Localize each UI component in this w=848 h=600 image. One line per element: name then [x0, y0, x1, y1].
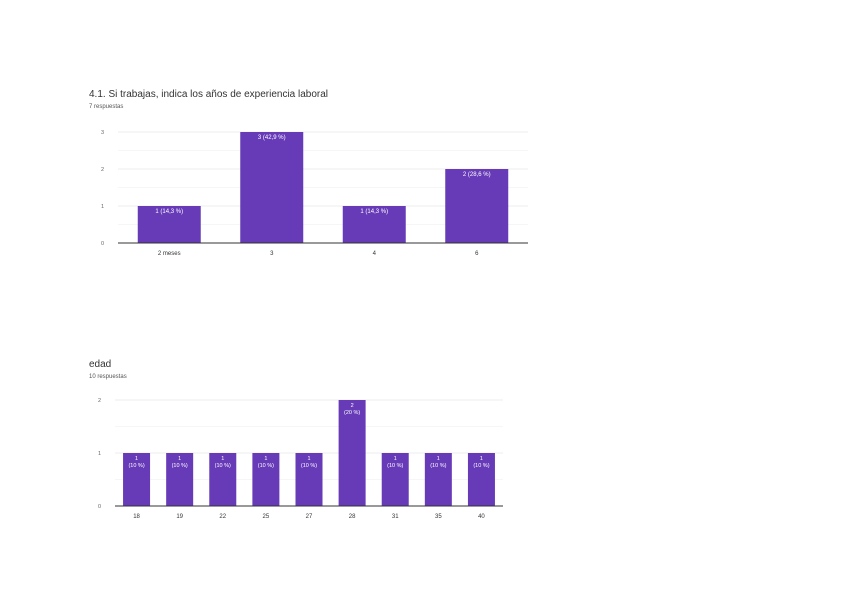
chart1-response-count: 7 respuestas [89, 104, 124, 110]
bar [166, 453, 194, 506]
bar [338, 400, 366, 506]
x-tick-label: 25 [263, 514, 270, 520]
bar-data-label: 1 [178, 456, 181, 462]
bar-data-label: 1 [394, 456, 397, 462]
bar-data-label: 3 (42,9 %) [258, 135, 286, 141]
bar-data-label: 1 [307, 456, 310, 462]
bar-data-label: (10 %) [172, 463, 188, 469]
bar-data-label: 1 (14,3 %) [360, 209, 388, 215]
x-tick-label: 27 [306, 514, 313, 520]
x-tick-label: 35 [435, 514, 442, 520]
bar [240, 132, 304, 243]
x-tick-label: 40 [478, 514, 485, 520]
bar-data-label: (10 %) [258, 463, 274, 469]
x-tick-label: 6 [475, 251, 479, 257]
bar-data-label: 2 [351, 403, 354, 409]
x-tick-label: 4 [373, 251, 377, 257]
chart2-title: edad [89, 359, 112, 370]
chart1-bar-chart: 0 1 2 3 1 (14,3 %) 2 meses 3 (42,9 %) 3 1 (14,3 … [101, 130, 528, 257]
bar [381, 453, 409, 506]
y-tick-label: 2 [98, 398, 101, 404]
bar-data-label: 1 [264, 456, 267, 462]
x-tick-label: 28 [349, 514, 356, 520]
y-tick-label: 0 [101, 241, 104, 247]
x-tick-label: 19 [176, 514, 183, 520]
bar-data-label: 1 (14,3 %) [155, 209, 183, 215]
bar-data-label: 1 [221, 456, 224, 462]
bar-data-label: (10 %) [387, 463, 403, 469]
bar [209, 453, 237, 506]
bar-data-label: (10 %) [215, 463, 231, 469]
bar-data-label: (10 %) [301, 463, 317, 469]
x-tick-label: 3 [270, 251, 274, 257]
x-tick-label: 31 [392, 514, 399, 520]
bar-data-label: 2 (28,6 %) [463, 172, 491, 178]
chart1-title: 4.1. Si trabajas, indica los años de exp… [89, 89, 329, 100]
x-tick-label: 2 meses [158, 251, 181, 257]
bar [342, 206, 406, 243]
bar [252, 453, 280, 506]
y-tick-label: 1 [98, 451, 101, 457]
bar-data-label: (10 %) [430, 463, 446, 469]
y-tick-label: 1 [101, 204, 104, 210]
bar-data-label: (20 %) [344, 410, 360, 416]
bar-data-label: 1 [135, 456, 138, 462]
bar-data-label: 1 [437, 456, 440, 462]
bar [123, 453, 151, 506]
x-tick-label: 18 [133, 514, 140, 520]
bar [467, 453, 495, 506]
y-tick-label: 2 [101, 167, 104, 173]
bar [295, 453, 323, 506]
bar [445, 169, 509, 243]
y-tick-label: 3 [101, 130, 104, 136]
bar [424, 453, 452, 506]
bar [137, 206, 201, 243]
bar-data-label: 1 [480, 456, 483, 462]
y-tick-label: 0 [98, 504, 101, 510]
bar-data-label: (10 %) [473, 463, 489, 469]
chart2-response-count: 10 respuestas [89, 374, 127, 380]
bar-data-label: (10 %) [128, 463, 144, 469]
x-tick-label: 22 [219, 514, 226, 520]
